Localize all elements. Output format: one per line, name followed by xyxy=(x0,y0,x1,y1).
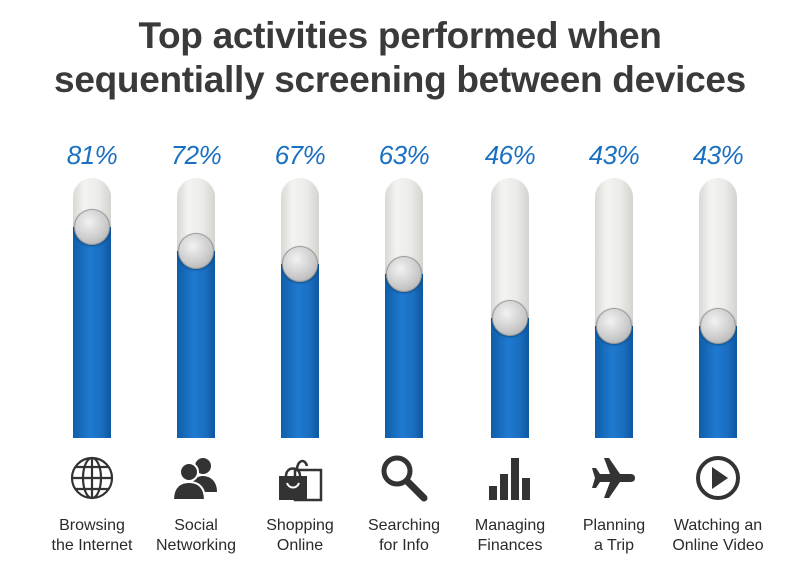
chart-title-line-2: sequentially screening between devices xyxy=(54,59,746,100)
category-label-line: a Trip xyxy=(593,537,634,554)
bar-value-label: 43% xyxy=(588,140,640,170)
globe-icon xyxy=(67,452,117,504)
category-label: Managing Finances xyxy=(446,516,574,556)
bar-value-label: 81% xyxy=(66,140,118,170)
bar-fill xyxy=(699,326,737,438)
bar-value-label: 72% xyxy=(170,140,222,170)
category-label: Planning a Trip xyxy=(550,516,678,556)
bar-column: 72% Social Networking xyxy=(138,0,254,577)
bar-track xyxy=(595,178,633,438)
bar-fill xyxy=(73,227,111,438)
bar-track xyxy=(385,178,423,438)
bar-fill xyxy=(491,318,529,438)
category-label-line: Finances xyxy=(477,537,543,554)
bar-column: 81% Browsing the Internet xyxy=(34,0,150,577)
bar-track xyxy=(699,178,737,438)
people-icon xyxy=(171,452,221,504)
category-label-line: Browsing xyxy=(59,517,125,534)
category-label-line: Searching xyxy=(367,517,441,534)
bar-fill xyxy=(177,251,215,438)
bar-value-label: 63% xyxy=(378,140,430,170)
bar-level-knob xyxy=(492,300,528,336)
category-label-line: Shopping xyxy=(266,517,334,534)
category-label-line: Social xyxy=(174,517,218,534)
category-label: Searching for Info xyxy=(340,516,468,556)
bar-fill xyxy=(595,326,633,438)
bar-column: 43% Planning a Trip xyxy=(556,0,672,577)
bar-column: 63% Searching for Info xyxy=(346,0,462,577)
bar-column: 67% Shopping Online xyxy=(242,0,358,577)
bar-track xyxy=(177,178,215,438)
bar-track xyxy=(73,178,111,438)
category-label: Social Networking xyxy=(132,516,260,556)
shopping-bags-icon xyxy=(275,452,325,504)
category-label-line: the Internet xyxy=(51,537,133,554)
category-label: Shopping Online xyxy=(236,516,364,556)
bar-fill xyxy=(385,274,423,438)
bar-track xyxy=(491,178,529,438)
airplane-icon xyxy=(589,452,639,504)
bar-level-knob xyxy=(386,256,422,292)
bar-value-label: 43% xyxy=(692,140,744,170)
bar-column: 43% Watching an Online Video xyxy=(660,0,776,577)
bar-fill xyxy=(281,264,319,438)
category-label-line: for Info xyxy=(379,537,429,554)
category-label-line: Managing xyxy=(474,517,546,534)
bar-track xyxy=(281,178,319,438)
category-label-line: Networking xyxy=(155,537,237,554)
bar-level-knob xyxy=(74,209,110,245)
bar-level-knob xyxy=(596,308,632,344)
category-label-line: Online Video xyxy=(672,537,764,554)
bar-level-knob xyxy=(700,308,736,344)
bar-level-knob xyxy=(282,246,318,282)
category-label-line: Planning xyxy=(582,517,646,534)
bar-column: 46% Managing Finances xyxy=(452,0,568,577)
category-label-line: Online xyxy=(276,537,324,554)
chart-title: Top activities performed when sequential… xyxy=(0,14,800,102)
bar-value-label: 46% xyxy=(484,140,536,170)
category-label-line: Watching an xyxy=(673,517,763,534)
bar-value-label: 67% xyxy=(274,140,326,170)
category-label: Watching an Online Video xyxy=(654,516,782,556)
magnifier-icon xyxy=(379,452,429,504)
bar-chart-icon xyxy=(485,452,535,504)
chart-title-line-1: Top activities performed when xyxy=(138,15,662,56)
bar-level-knob xyxy=(178,233,214,269)
play-button-icon xyxy=(693,452,743,504)
category-label: Browsing the Internet xyxy=(28,516,156,556)
